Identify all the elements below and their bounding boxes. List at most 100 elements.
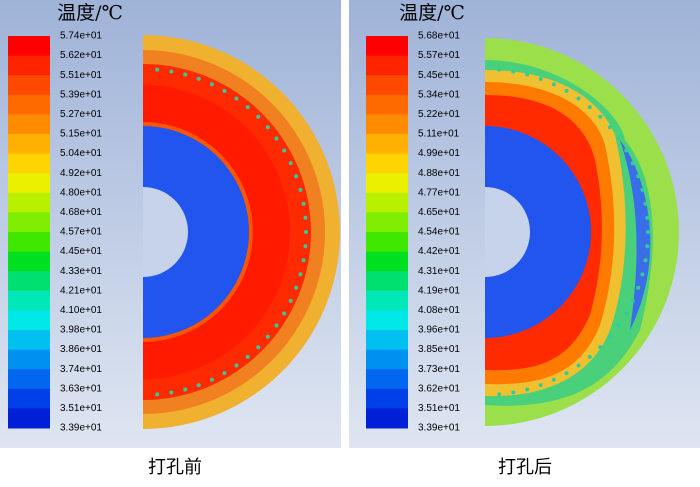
colorbar-band: [8, 408, 50, 429]
colorbar-label: 4.92e+01: [60, 168, 102, 179]
hole: [636, 285, 641, 290]
colorbar-band: [8, 114, 50, 135]
colorbar-label: 5.04e+01: [60, 148, 102, 159]
colorbar-label: 3.39e+01: [418, 423, 460, 434]
hole: [645, 244, 650, 249]
colorbar-label: 4.80e+01: [60, 187, 102, 198]
colorbar-title: 温度/℃: [57, 2, 123, 24]
colorbar-band: [8, 369, 50, 390]
hole: [630, 161, 635, 166]
hole: [196, 383, 201, 388]
colorbar-band: [8, 94, 50, 115]
colorbar-band: [366, 192, 408, 213]
hole: [169, 390, 174, 395]
colorbar-label: 3.98e+01: [60, 325, 102, 336]
hole: [209, 377, 214, 382]
hole: [245, 105, 250, 110]
colorbar-band: [8, 271, 50, 292]
hole: [183, 387, 188, 392]
colorbar-band: [8, 75, 50, 96]
hole: [169, 69, 174, 74]
hole: [564, 88, 569, 93]
hole: [576, 363, 581, 368]
colorbar-band: [8, 212, 50, 233]
colorbar-label: 4.33e+01: [60, 266, 102, 277]
hole: [576, 96, 581, 101]
hole: [265, 334, 270, 339]
hole: [234, 363, 239, 368]
hole: [630, 298, 635, 303]
hole: [183, 72, 188, 77]
hole: [256, 114, 261, 119]
hole: [587, 354, 592, 359]
hole: [525, 72, 530, 77]
colorbar-label: 3.63e+01: [60, 383, 102, 394]
colorbar-band: [366, 114, 408, 135]
hole: [294, 285, 299, 290]
hole: [551, 82, 556, 87]
colorbar-label: 3.39e+01: [60, 423, 102, 434]
colorbar-band: [366, 388, 408, 409]
colorbar-band: [8, 310, 50, 331]
hole: [643, 201, 648, 206]
hole: [511, 69, 516, 74]
colorbar-label: 4.10e+01: [60, 305, 102, 316]
hole: [497, 392, 502, 397]
hole: [298, 187, 303, 192]
colorbar-band: [8, 192, 50, 213]
colorbar-label: 5.22e+01: [418, 109, 460, 120]
colorbar-label: 4.65e+01: [418, 207, 460, 218]
colorbar-label: 4.21e+01: [60, 285, 102, 296]
colorbar-band: [366, 251, 408, 272]
hole: [282, 311, 287, 316]
colorbar-label: 3.73e+01: [418, 364, 460, 375]
hole: [222, 371, 227, 376]
hole: [209, 82, 214, 87]
colorbar-label: 5.15e+01: [60, 129, 102, 140]
colorbar-band: [366, 153, 408, 174]
hole: [616, 136, 621, 141]
colorbar-label: 5.39e+01: [60, 89, 102, 100]
colorbar-label: 4.19e+01: [418, 285, 460, 296]
colorbar-label: 4.45e+01: [60, 246, 102, 257]
colorbar-label: 3.96e+01: [418, 325, 460, 336]
colorbar-band: [366, 212, 408, 233]
colorbar-band: [366, 369, 408, 390]
colorbar-label: 4.88e+01: [418, 168, 460, 179]
hole: [301, 258, 306, 263]
hole: [525, 387, 530, 392]
colorbar-label: 4.99e+01: [418, 148, 460, 159]
colorbar-band: [8, 173, 50, 194]
contour-after: [485, 38, 679, 426]
hole: [155, 392, 160, 397]
hole: [643, 258, 648, 263]
hole: [538, 76, 543, 81]
hole: [538, 383, 543, 388]
colorbar-label: 4.68e+01: [60, 207, 102, 218]
colorbar-band: [366, 408, 408, 429]
hole: [282, 148, 287, 153]
colorbar-label: 4.54e+01: [418, 227, 460, 238]
contour-before: [143, 35, 340, 429]
colorbar-label: 3.62e+01: [418, 383, 460, 394]
colorbar-band: [8, 388, 50, 409]
hole: [304, 230, 308, 234]
colorbar-band: [8, 55, 50, 76]
hole: [624, 148, 629, 153]
colorbar-label: 3.51e+01: [418, 403, 460, 414]
colorbar-label: 5.27e+01: [60, 109, 102, 120]
hole: [616, 323, 621, 328]
hole: [274, 323, 279, 328]
colorbar-band: [366, 271, 408, 292]
hole: [551, 377, 556, 382]
hole: [196, 76, 201, 81]
colorbar-band: [366, 173, 408, 194]
colorbar-band: [366, 55, 408, 76]
hole: [298, 272, 303, 277]
hole: [607, 334, 612, 339]
colorbar-label: 5.51e+01: [60, 70, 102, 81]
colorbar-label: 5.68e+01: [418, 31, 460, 42]
colorbar-label: 5.57e+01: [418, 50, 460, 61]
colorbar-band: [8, 153, 50, 174]
